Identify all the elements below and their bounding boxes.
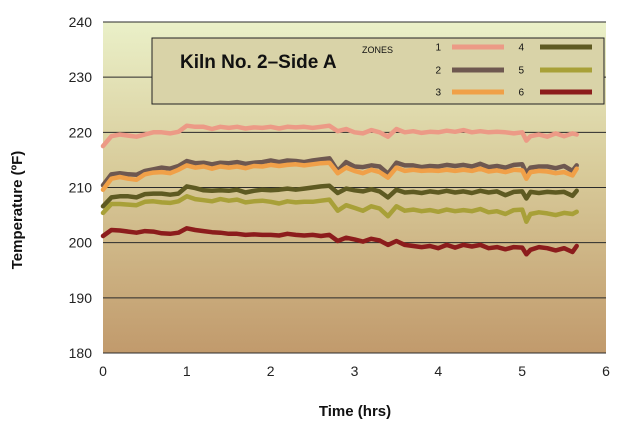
legend-label-zone-2: 2: [435, 66, 441, 77]
legend-label-zone-6: 6: [518, 88, 524, 99]
legend-label-zone-3: 3: [435, 88, 441, 99]
x-axis-ticks: 0 1 2 3 4 5 6: [99, 363, 610, 379]
y-tick-label: 230: [69, 69, 93, 85]
y-tick-label: 210: [69, 180, 93, 196]
series-line-zone-5: [100, 194, 579, 224]
y-axis-title: Temperature (ºF): [9, 151, 26, 270]
chart-title: Kiln No. 2–Side A: [180, 52, 337, 73]
series-line-zone-4: [100, 183, 579, 209]
series-line-zone-3: [100, 160, 579, 192]
x-axis-title: Time (hrs): [319, 403, 391, 420]
y-axis-ticks: 180 190 200 210 220 230 240: [69, 14, 93, 361]
x-tick-label: 4: [434, 363, 442, 379]
x-tick-label: 3: [351, 363, 359, 379]
y-tick-label: 190: [69, 290, 93, 306]
series-group: [100, 123, 579, 257]
series-line-zone-1: [100, 123, 579, 149]
x-tick-label: 5: [518, 363, 526, 379]
legend-label-zone-4: 4: [518, 43, 524, 54]
y-tick-label: 180: [69, 345, 93, 361]
y-tick-label: 200: [69, 235, 93, 251]
legend-heading: ZONES: [362, 45, 393, 55]
legend-label-zone-5: 5: [518, 66, 524, 77]
x-tick-label: 1: [183, 363, 191, 379]
x-tick-label: 6: [602, 363, 610, 379]
y-tick-label: 240: [69, 14, 93, 30]
x-tick-label: 0: [99, 363, 107, 379]
legend-label-zone-1: 1: [435, 43, 441, 54]
legend: Kiln No. 2–Side A ZONES 1 2 3 4 5 6: [151, 37, 605, 105]
series-line-zone-2: [100, 156, 579, 188]
x-tick-label: 2: [267, 363, 275, 379]
y-tick-label: 220: [69, 124, 93, 140]
series-line-zone-6: [100, 226, 579, 257]
